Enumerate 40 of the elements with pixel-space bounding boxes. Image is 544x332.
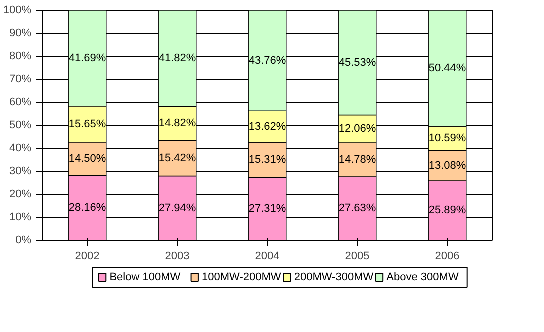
data-label: 14.82% [158,118,196,130]
x-tick-label: 2005 [345,250,370,262]
legend-label: Below 100MW [110,272,182,284]
y-tick-label: 90% [9,28,32,40]
y-tick-label: 20% [9,188,32,200]
y-tick-label: 60% [9,96,32,108]
x-tick-label: 2003 [165,250,190,262]
data-label: 15.31% [248,154,286,166]
data-label: 14.50% [68,153,106,166]
data-label: 45.53% [338,56,376,69]
data-label: 13.08% [428,160,466,172]
y-tick-label: 0% [16,234,32,246]
x-tick-label: 2006 [435,250,460,262]
y-tick-label: 40% [9,142,32,154]
data-label: 28.16% [68,202,106,214]
data-label: 25.89% [428,204,466,217]
legend-label: 100MW-200MW [202,272,282,284]
data-label: 15.65% [68,118,106,130]
y-tick-label: 70% [9,74,32,86]
y-tick-label: 30% [9,166,32,178]
y-tick-label: 10% [9,212,32,224]
data-label: 14.78% [338,154,376,166]
data-label: 41.82% [158,52,196,65]
y-tick-label: 100% [3,4,32,16]
data-label: 27.94% [158,202,196,214]
data-label: 50.44% [428,62,466,75]
legend-label: 200MW-300MW [294,272,374,284]
y-tick-label: 50% [9,120,32,132]
data-label: 43.76% [248,54,286,67]
data-label: 27.63% [338,202,376,215]
data-label: 15.42% [158,152,196,165]
data-label: 13.62% [248,120,286,133]
y-tick-label: 80% [9,50,32,62]
data-label: 41.69% [68,52,106,64]
x-tick-label: 2002 [75,250,100,262]
x-tick-label: 2004 [255,250,280,262]
data-label: 27.31% [248,203,286,216]
legend-label: Above 300MW [386,272,460,284]
data-label: 12.06% [338,123,376,136]
data-label: 10.59% [428,132,466,145]
